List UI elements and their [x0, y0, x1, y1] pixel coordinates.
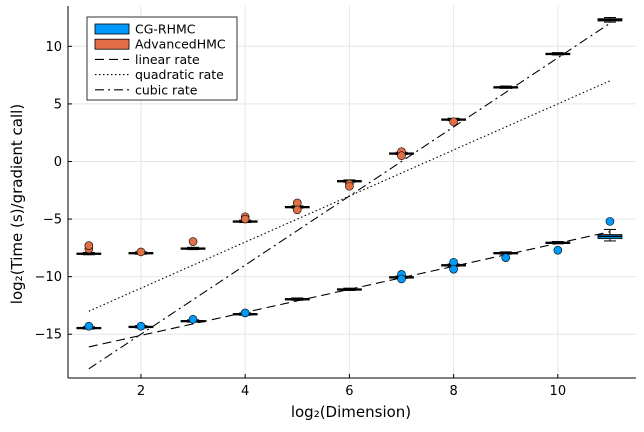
cg-rhmc-box — [545, 241, 571, 245]
cg-rhmc-outlier — [449, 264, 458, 274]
box-plots — [76, 17, 623, 331]
advancedhmc-outlier — [188, 237, 198, 246]
x-tick-label: 10 — [550, 384, 567, 399]
cg-rhmc-outlier — [501, 253, 511, 262]
advancedhmc-box — [545, 52, 571, 56]
advancedhmc-outlier — [345, 181, 354, 191]
x-tick-label: 6 — [345, 384, 353, 399]
cg-rhmc-outlier — [553, 245, 563, 255]
advancedhmc-outlier — [397, 151, 406, 161]
y-tick-label: −10 — [35, 270, 62, 285]
advancedhmc-box — [493, 85, 519, 89]
plot-frame — [67, 6, 636, 379]
y-tick-label: 5 — [54, 97, 62, 112]
cg-rhmc-outlier — [188, 314, 198, 324]
cg-rhmc-box — [284, 297, 310, 301]
advancedhmc-outlier — [136, 247, 146, 257]
advancedhmc-outlier — [449, 117, 458, 127]
legend-label: CG-RHMC — [135, 22, 196, 37]
legend-label: AdvancedHMC — [135, 37, 226, 52]
x-tick-label: 4 — [241, 384, 249, 399]
y-tick-label: 0 — [54, 155, 62, 170]
legend-label: quadratic rate — [135, 67, 224, 82]
tick-labels: 2 4 6 8 10 −15 −10 −5 0 5 10 — [35, 40, 567, 399]
legend-label: linear rate — [135, 52, 200, 67]
advancedhmc-box — [180, 246, 206, 251]
advancedhmc-box — [597, 17, 623, 23]
y-tick-label: −5 — [43, 213, 62, 228]
legend-swatch — [94, 38, 130, 50]
cg-rhmc-outlier — [136, 321, 146, 331]
x-tick-label: 8 — [449, 384, 457, 399]
cg-rhmc-outlier — [605, 217, 615, 226]
advancedhmc-outlier — [292, 205, 302, 215]
advancedhmc-outlier — [240, 214, 250, 224]
x-tick-label: 2 — [137, 384, 145, 399]
x-axis-label: log₂(Dimension) — [291, 403, 411, 421]
cg-rhmc-outlier — [240, 308, 250, 318]
cg-rhmc-outlier — [397, 274, 406, 284]
y-tick-label: −15 — [35, 328, 62, 343]
cg-rhmc-box — [597, 228, 623, 242]
y-tick-label: 10 — [45, 40, 62, 55]
cg-rhmc-outlier — [84, 321, 94, 331]
advancedhmc-outlier — [84, 241, 94, 250]
cg-rhmc-box — [336, 287, 362, 291]
legend-swatch — [94, 23, 130, 35]
legend-label: cubic rate — [135, 82, 198, 97]
cubic-rate-line — [88, 22, 611, 370]
y-axis-label: log₂(Time (s)/gradient call) — [8, 104, 26, 304]
